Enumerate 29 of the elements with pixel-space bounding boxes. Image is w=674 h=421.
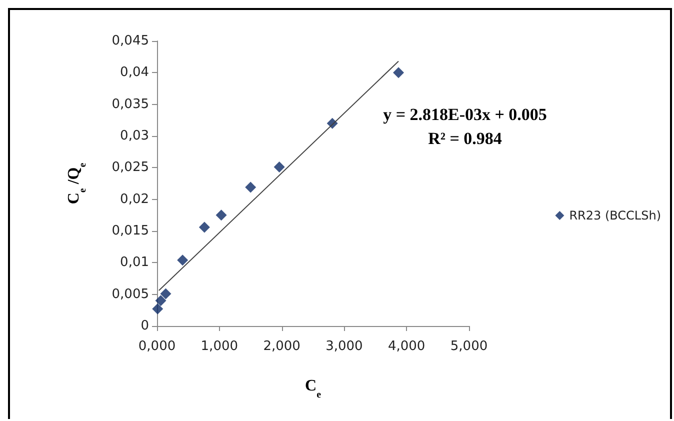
annotation: R² = 0.984: [428, 129, 502, 148]
x-tick-label: 5,000: [450, 339, 488, 354]
x-tick-label: 2,000: [263, 339, 300, 354]
y-tick-label: 0,015: [112, 224, 149, 238]
point: [274, 162, 285, 173]
y-tick-label: 0,035: [112, 96, 149, 112]
point: [177, 254, 188, 266]
x-tick-label: 0,000: [138, 339, 176, 354]
y-tick-label: 0,025: [112, 160, 149, 176]
annotation: y = 2.818E-03x + 0.005: [383, 105, 547, 124]
point: [392, 67, 404, 78]
y-tick-label: 0,02: [120, 192, 149, 207]
x-tick-label: 4,000: [388, 339, 426, 354]
y-tick-label: 0,03: [120, 128, 149, 144]
y-tick-label: 0,045: [112, 34, 149, 48]
x-tick-label: 1,000: [200, 339, 238, 354]
y-tick-label: 0,04: [120, 65, 149, 80]
y-axis-title: Ce /Qe: [66, 162, 88, 204]
x-tick-label: 3,000: [326, 339, 363, 354]
point: [152, 303, 164, 314]
point: [245, 182, 256, 193]
point: [160, 288, 172, 300]
point: [198, 222, 210, 233]
point: [216, 210, 227, 221]
y-tick-label: 0,005: [112, 286, 149, 302]
point: [155, 295, 166, 306]
legend-label: RR23 (BCCLSh): [569, 208, 661, 222]
y-tick-label: 0,01: [120, 255, 149, 270]
y-tick-label: 0: [140, 318, 149, 334]
